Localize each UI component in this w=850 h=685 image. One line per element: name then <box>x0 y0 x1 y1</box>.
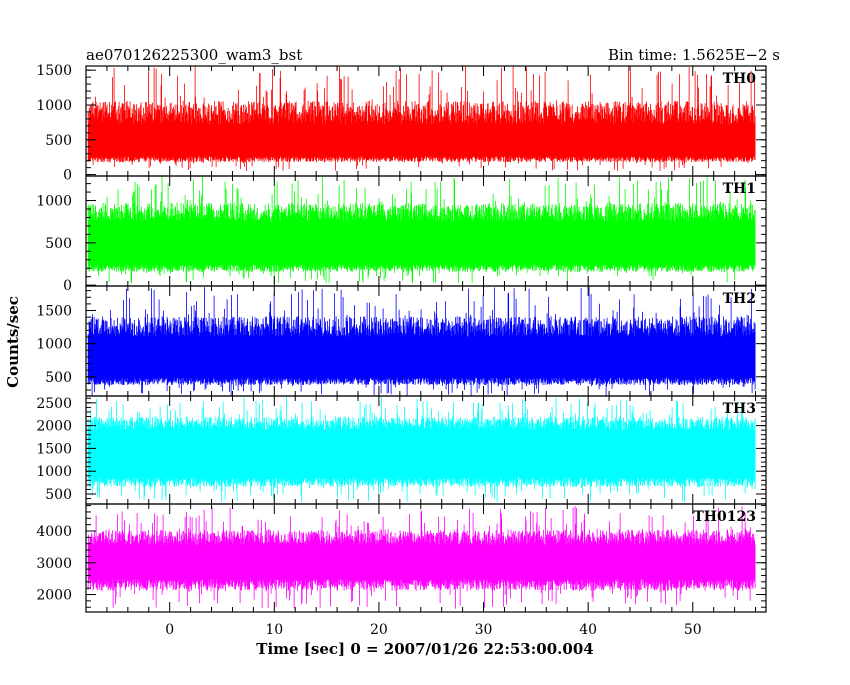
panel-th0123: 2000 3000 4000 TH0123 <box>36 503 767 613</box>
panel-label-th2: TH2 <box>723 291 756 307</box>
x-tick-label: 10 <box>265 622 283 638</box>
y-tick-label: 1000 <box>36 98 72 114</box>
panel-label-th1: TH1 <box>723 181 756 197</box>
series-th3 <box>87 396 756 503</box>
y-tick-label: 1000 <box>36 464 72 480</box>
series-th1 <box>87 175 756 284</box>
y-tick-label: 500 <box>45 370 72 386</box>
chart-title-left: ae070126225300_wam3_bst <box>86 46 302 64</box>
panel-label-th3: TH3 <box>723 401 756 417</box>
panel-frame <box>85 503 767 613</box>
y-tick-label: 4000 <box>36 524 72 540</box>
y-tick-label: 1500 <box>36 441 72 457</box>
y-tick-label: 0 <box>63 278 72 294</box>
series-th0123 <box>87 506 756 609</box>
y-axis-title: Counts/sec <box>4 296 22 388</box>
y-tick-label: 1500 <box>36 63 72 79</box>
panel-th1: 0 500 1000 TH1 <box>36 175 767 294</box>
panel-label-th0123: TH0123 <box>693 509 756 525</box>
y-tick-label: 1000 <box>36 337 72 353</box>
panel-th3: 500 1000 1500 2000 2500 TH3 <box>36 395 767 505</box>
series-th2 <box>87 286 756 396</box>
chart-title-right: Bin time: 1.5625E−2 s <box>608 46 780 64</box>
y-tick-label: 500 <box>45 487 72 503</box>
x-tick-label: 50 <box>684 622 702 638</box>
panel-th0: 0 500 1000 1500 TH0 <box>36 63 767 184</box>
x-tick-label: 40 <box>579 622 597 638</box>
y-tick-label: 0 <box>63 168 72 184</box>
y-tick-label: 2000 <box>36 419 72 435</box>
y-tick-label: 500 <box>45 133 72 149</box>
y-tick-label: 500 <box>45 236 72 252</box>
series-th0 <box>87 66 756 172</box>
x-axis-title: Time [sec] 0 = 2007/01/26 22:53:00.004 <box>256 640 593 658</box>
y-tick-label: 2000 <box>36 588 72 604</box>
x-tick-label: 30 <box>475 622 493 638</box>
x-tick-label: 20 <box>370 622 388 638</box>
panel-label-th0: TH0 <box>723 71 757 87</box>
x-tick-label: 0 <box>165 622 174 638</box>
y-tick-label: 2500 <box>36 396 72 412</box>
y-tick-label: 1500 <box>36 304 72 320</box>
panel-th2: 500 1000 1500 TH2 <box>36 285 767 397</box>
y-tick-label: 3000 <box>36 556 72 572</box>
y-tick-label: 1000 <box>36 194 72 210</box>
